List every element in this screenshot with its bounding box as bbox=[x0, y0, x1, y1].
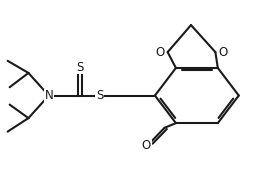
Text: N: N bbox=[44, 89, 53, 102]
Text: S: S bbox=[96, 89, 103, 102]
Text: O: O bbox=[142, 139, 151, 152]
Text: O: O bbox=[218, 46, 228, 59]
Text: S: S bbox=[76, 61, 84, 74]
Text: O: O bbox=[155, 46, 165, 59]
